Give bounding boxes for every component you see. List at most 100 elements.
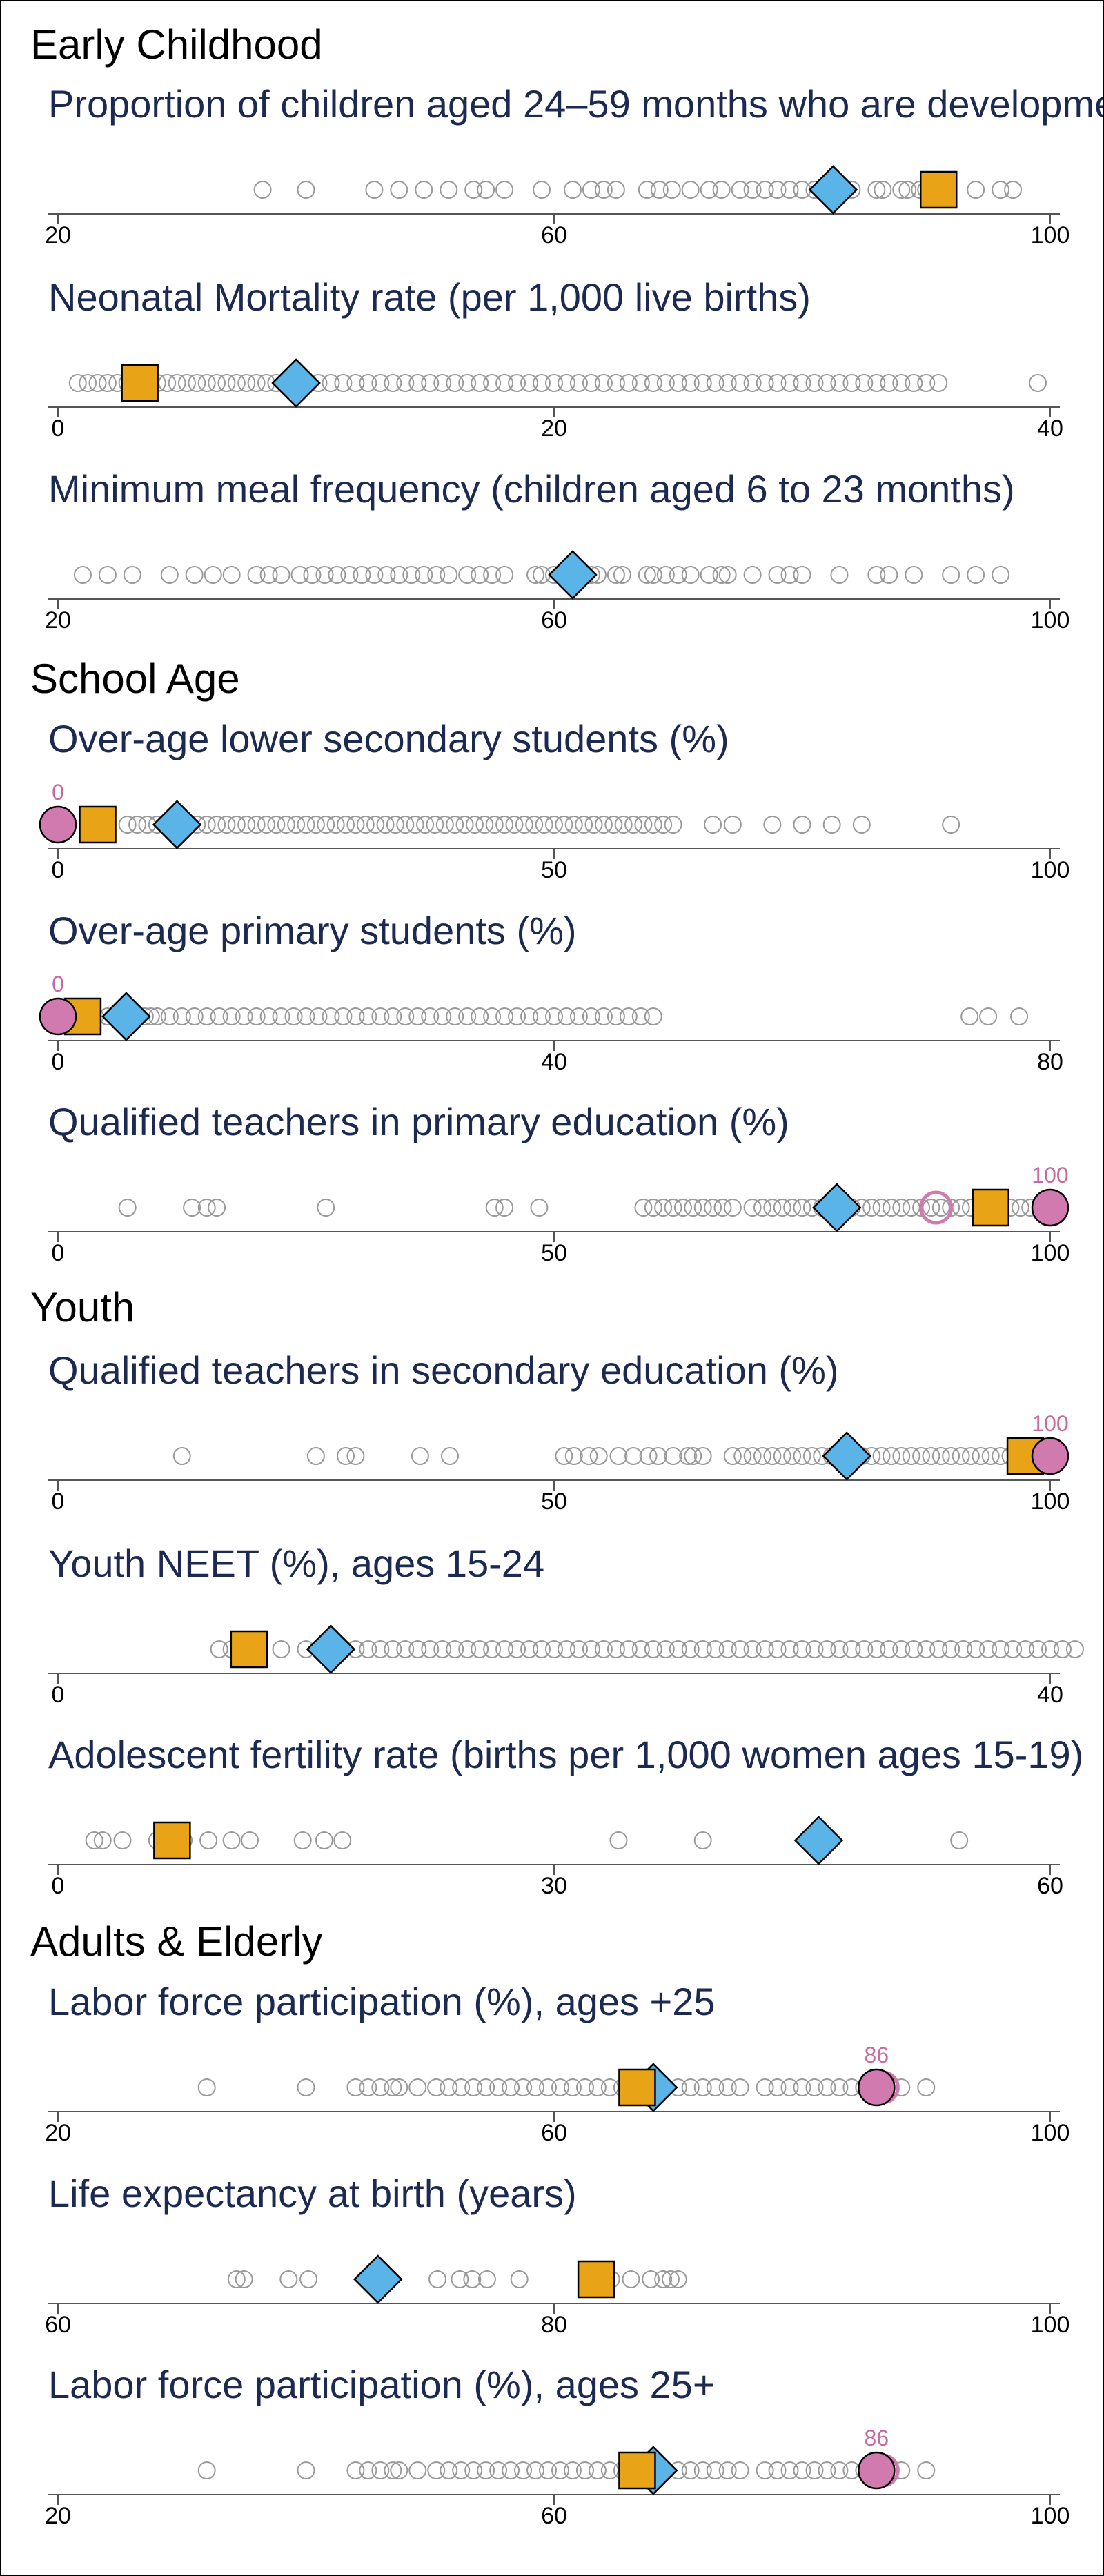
- other-point: [684, 1447, 702, 1465]
- other-point: [892, 1640, 911, 1658]
- other-point: [520, 1640, 539, 1658]
- other-point: [359, 2461, 377, 2479]
- other-point: [235, 1007, 253, 1025]
- other-point: [118, 1199, 137, 1217]
- x-tick-label: 80: [541, 2312, 567, 2338]
- panel-title: Over-age primary students (%): [48, 909, 577, 952]
- other-point: [607, 566, 625, 584]
- x-tick-label: 50: [541, 1240, 567, 1266]
- other-point: [588, 2461, 607, 2479]
- panel-title: Labor force participation (%), ages +25: [48, 1980, 716, 2023]
- other-point: [981, 1447, 1000, 1465]
- orange-square-point: [121, 364, 159, 402]
- other-point: [337, 816, 355, 834]
- other-point: [874, 181, 892, 199]
- other-point: [384, 1640, 402, 1658]
- other-point: [533, 1640, 551, 1658]
- other-point: [433, 1640, 452, 1658]
- other-point: [718, 1640, 737, 1658]
- other-point: [526, 2078, 545, 2096]
- pink-data-label: 86: [865, 2043, 889, 2067]
- other-point: [700, 181, 718, 199]
- other-point: [700, 566, 718, 584]
- other-point: [600, 2078, 619, 2096]
- other-point: [563, 2078, 582, 2096]
- other-point: [830, 2461, 849, 2479]
- other-point: [950, 1831, 969, 1849]
- other-point: [446, 1640, 464, 1658]
- other-point: [267, 816, 286, 834]
- other-point: [315, 566, 334, 584]
- other-point: [533, 1007, 551, 1025]
- blue-diamond-point: [793, 1816, 844, 1865]
- other-point: [706, 2078, 724, 2096]
- other-point: [510, 2270, 529, 2288]
- other-point: [322, 374, 340, 392]
- other-point: [495, 1640, 514, 1658]
- other-point: [68, 374, 87, 392]
- other-point: [557, 374, 575, 392]
- x-tick-label: 0: [52, 1682, 65, 1708]
- other-point: [718, 2078, 737, 2096]
- other-point: [922, 1199, 940, 1217]
- other-point: [967, 181, 985, 199]
- other-point: [483, 1007, 502, 1025]
- other-point: [411, 1447, 429, 1465]
- other-point: [594, 181, 613, 199]
- other-point: [942, 1447, 960, 1465]
- panel-title: Over-age lower secondary students (%): [48, 717, 729, 760]
- other-point: [575, 2078, 594, 2096]
- other-point: [188, 374, 206, 392]
- other-point: [743, 1447, 762, 1465]
- other-point: [428, 2270, 447, 2288]
- blue-diamond-point: [271, 358, 321, 408]
- orange-square-point: [919, 170, 958, 209]
- other-point: [427, 2461, 446, 2479]
- other-point: [892, 181, 911, 199]
- other-point: [992, 1640, 1010, 1658]
- other-point: [842, 374, 861, 392]
- other-point: [555, 1447, 573, 1465]
- other-point: [168, 374, 186, 392]
- other-point: [235, 2270, 253, 2288]
- other-point: [912, 1447, 931, 1465]
- other-point: [564, 1447, 583, 1465]
- panel-3: Minimum meal frequency (children aged 6 …: [45, 467, 1070, 633]
- other-point: [917, 2078, 936, 2096]
- other-point: [259, 1007, 278, 1025]
- other-point: [830, 566, 849, 584]
- panel-1: Early Childhood Proportion of children ag…: [30, 21, 1103, 248]
- other-point: [718, 2461, 737, 2479]
- other-point: [756, 181, 774, 199]
- other-point: [197, 1199, 216, 1217]
- other-point: [768, 181, 787, 199]
- section-heading: Youth: [30, 1284, 135, 1330]
- other-point: [408, 374, 427, 392]
- other-point: [905, 374, 923, 392]
- pink-ring-point: [919, 1190, 954, 1225]
- other-point: [693, 1199, 712, 1217]
- other-point: [210, 1007, 228, 1025]
- other-point: [471, 374, 489, 392]
- other-point: [346, 1447, 365, 1465]
- other-point: [477, 181, 495, 199]
- other-point: [475, 816, 494, 834]
- other-point: [624, 816, 643, 834]
- other-point: [427, 2078, 446, 2096]
- other-point: [783, 1447, 802, 1465]
- other-point: [654, 816, 673, 834]
- other-point: [718, 374, 737, 392]
- x-tick-label: 100: [1031, 222, 1070, 248]
- panel-12: Labor force participation (%), ages 25+ 2…: [45, 2363, 1070, 2529]
- other-point: [208, 816, 226, 834]
- other-point: [589, 1447, 608, 1465]
- other-point: [564, 816, 583, 834]
- other-point: [805, 1640, 824, 1658]
- other-point: [763, 1199, 782, 1217]
- other-point: [477, 2270, 496, 2288]
- other-point: [160, 1007, 179, 1025]
- other-point: [177, 374, 196, 392]
- other-point: [98, 374, 117, 392]
- other-point: [208, 374, 226, 392]
